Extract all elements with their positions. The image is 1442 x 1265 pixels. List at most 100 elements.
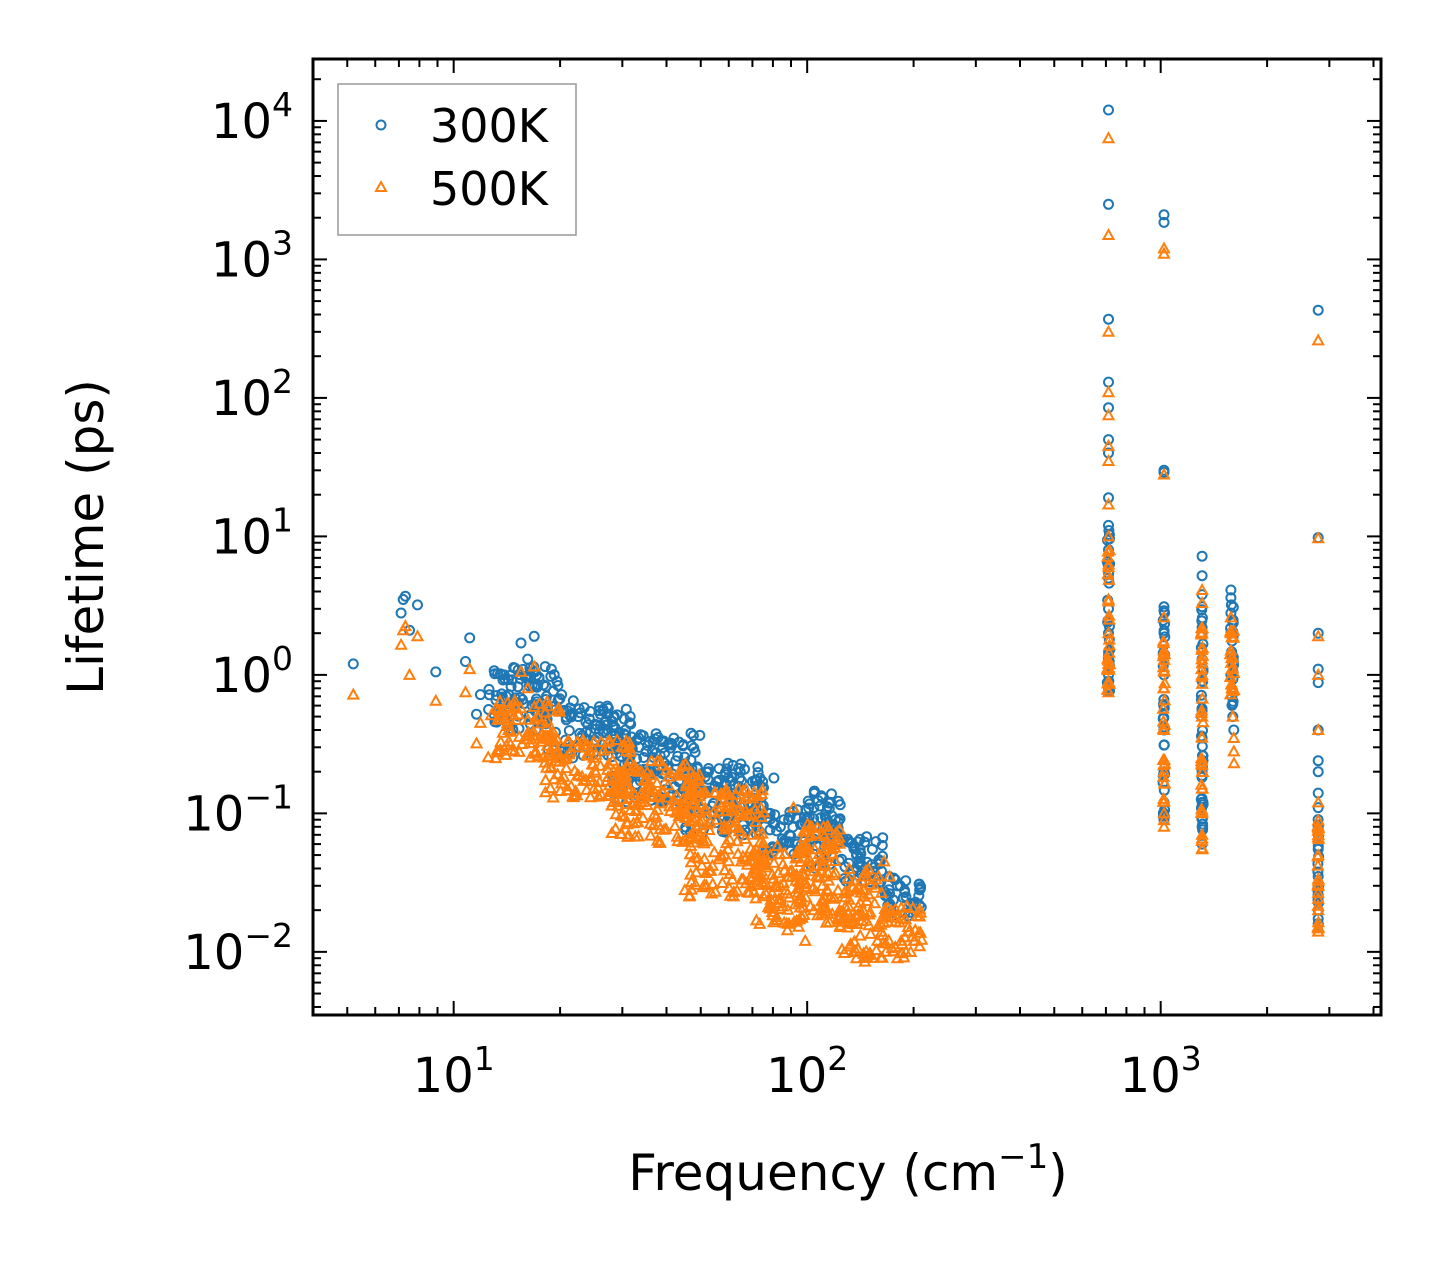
data-point-500k-band bbox=[543, 781, 558, 794]
data-point-500k bbox=[1157, 643, 1171, 656]
data-point-500k-band bbox=[776, 857, 790, 870]
data-point-500k bbox=[1224, 643, 1238, 656]
data-point-500k bbox=[1311, 722, 1325, 735]
data-point-500k bbox=[560, 734, 575, 747]
data-point-500k-band bbox=[596, 743, 611, 756]
data-point-500k-band bbox=[706, 876, 720, 889]
x-tick-label: 101 bbox=[413, 1039, 495, 1104]
data-point-500k bbox=[907, 933, 921, 946]
data-point-500k-band bbox=[650, 775, 664, 788]
data-point-500k bbox=[1311, 531, 1325, 544]
data-point-300k bbox=[640, 745, 652, 757]
data-point-500k bbox=[728, 819, 742, 832]
data-point-500k bbox=[890, 951, 905, 964]
data-point-500k-band bbox=[671, 765, 686, 778]
data-point-500k bbox=[773, 878, 788, 891]
data-point-300k bbox=[1196, 570, 1208, 582]
data-point-500k-band bbox=[587, 734, 601, 747]
data-point-500k-band bbox=[652, 835, 666, 848]
data-point-300k bbox=[720, 769, 732, 781]
data-point-300k-band bbox=[582, 719, 594, 731]
data-point-500k-band bbox=[874, 885, 889, 898]
data-point-500k bbox=[1101, 529, 1116, 542]
data-point-500k-band bbox=[1223, 669, 1238, 682]
x-axis-label: Frequency (cm−1) bbox=[628, 1137, 1068, 1202]
data-point-500k-band bbox=[817, 869, 831, 882]
data-point-500k-band bbox=[747, 784, 761, 797]
data-point-500k-band bbox=[692, 767, 706, 780]
data-point-300k bbox=[589, 718, 601, 730]
data-point-500k-band bbox=[1195, 691, 1210, 704]
data-point-500k-band bbox=[628, 803, 642, 816]
data-point-500k-band bbox=[674, 798, 688, 811]
data-point-500k-band bbox=[798, 842, 813, 855]
data-point-300k-band bbox=[594, 701, 605, 713]
data-point-500k-band bbox=[621, 829, 635, 842]
data-point-500k bbox=[1101, 385, 1116, 398]
data-point-500k bbox=[1227, 744, 1241, 757]
data-point-500k-band bbox=[689, 865, 703, 878]
data-point-500k bbox=[606, 753, 620, 766]
data-point-500k-band bbox=[641, 783, 656, 796]
data-point-500k-band bbox=[793, 854, 808, 867]
data-point-500k bbox=[1195, 806, 1209, 819]
data-point-500k bbox=[1101, 626, 1116, 639]
data-point-500k-band bbox=[731, 846, 745, 859]
data-point-500k-band bbox=[1311, 885, 1325, 898]
data-point-500k bbox=[1157, 764, 1171, 777]
data-point-500k-band bbox=[614, 826, 629, 839]
data-point-300k-band bbox=[733, 762, 744, 774]
data-point-500k-band bbox=[1194, 802, 1209, 815]
data-point-500k-band bbox=[592, 775, 607, 788]
data-point-500k-band bbox=[636, 810, 650, 823]
data-layer bbox=[346, 104, 1326, 967]
data-point-500k bbox=[1101, 497, 1116, 510]
data-point-300k-band bbox=[694, 729, 706, 741]
data-point-300k-band bbox=[861, 831, 873, 843]
data-point-500k bbox=[1101, 560, 1116, 573]
data-point-500k-band bbox=[493, 711, 508, 724]
data-point-500k-band bbox=[688, 850, 702, 863]
data-point-500k bbox=[1157, 241, 1171, 254]
data-point-500k-band bbox=[746, 791, 760, 804]
data-point-300k bbox=[528, 630, 540, 642]
data-point-500k-band bbox=[797, 907, 811, 920]
y-tick-label: 100 bbox=[211, 639, 293, 704]
data-point-500k-band bbox=[678, 810, 692, 823]
data-point-500k bbox=[1311, 333, 1325, 346]
data-point-500k-band bbox=[732, 821, 746, 834]
data-point-300k bbox=[1312, 663, 1324, 675]
data-point-300k bbox=[1225, 607, 1237, 619]
data-point-500k-band bbox=[712, 795, 726, 808]
data-point-500k bbox=[618, 767, 633, 780]
data-point-500k-band bbox=[661, 778, 675, 791]
data-point-500k-band bbox=[754, 810, 768, 823]
data-point-500k-band bbox=[591, 789, 606, 802]
y-tick-label: 104 bbox=[211, 85, 293, 150]
data-point-500k bbox=[1101, 656, 1116, 669]
data-point-500k-band bbox=[663, 804, 677, 817]
data-point-500k-band bbox=[871, 869, 886, 882]
data-point-500k-band bbox=[1224, 655, 1238, 668]
data-point-300k-band bbox=[669, 781, 681, 793]
series-500k bbox=[346, 131, 1326, 967]
data-point-500k bbox=[661, 790, 675, 803]
data-point-300k bbox=[746, 776, 758, 787]
data-point-500k-band bbox=[699, 865, 713, 878]
data-point-500k-band bbox=[504, 708, 518, 721]
data-point-500k-band bbox=[707, 845, 721, 858]
data-point-500k bbox=[1157, 246, 1171, 259]
data-point-300k bbox=[541, 690, 552, 702]
data-point-500k bbox=[1157, 681, 1171, 694]
data-point-500k-band bbox=[879, 944, 893, 957]
data-point-500k-band bbox=[504, 724, 518, 737]
data-point-300k-band bbox=[539, 661, 551, 673]
data-point-500k bbox=[1195, 764, 1209, 777]
data-point-500k-band bbox=[601, 734, 615, 747]
data-point-500k bbox=[582, 744, 597, 757]
data-point-500k-band bbox=[613, 766, 627, 779]
data-point-500k-band bbox=[559, 761, 573, 774]
y-tick-label: 10−1 bbox=[183, 777, 293, 842]
data-point-500k-band bbox=[867, 896, 882, 909]
